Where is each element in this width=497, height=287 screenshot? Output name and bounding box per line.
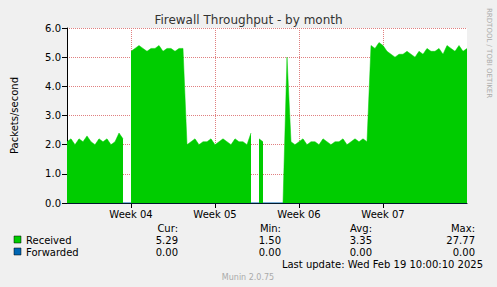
svg-text:Received: Received (26, 235, 72, 246)
svg-text:3.35: 3.35 (350, 235, 372, 246)
svg-text:0.00: 0.00 (259, 247, 281, 258)
svg-text:6.0: 6.0 (45, 23, 61, 34)
svg-text:Forwarded: Forwarded (26, 247, 79, 258)
svg-text:Week 04: Week 04 (109, 209, 152, 220)
svg-text:Packets/second: Packets/second (9, 77, 20, 154)
svg-text:0.0: 0.0 (45, 198, 61, 209)
svg-text:0.00: 0.00 (156, 247, 178, 258)
svg-text:2.0: 2.0 (45, 139, 61, 150)
svg-text:1.0: 1.0 (45, 168, 61, 179)
svg-text:0.00: 0.00 (350, 247, 372, 258)
svg-text:RRDTOOL / TOBI OETIKER: RRDTOOL / TOBI OETIKER (485, 8, 493, 98)
svg-text:0.00: 0.00 (453, 247, 475, 258)
svg-text:Cur:: Cur: (157, 223, 178, 234)
svg-text:Firewall Throughput - by month: Firewall Throughput - by month (154, 13, 342, 27)
svg-text:Avg:: Avg: (350, 223, 372, 234)
svg-text:Week 05: Week 05 (193, 209, 236, 220)
svg-text:5.0: 5.0 (45, 52, 61, 63)
svg-text:3.0: 3.0 (45, 110, 61, 121)
svg-text:27.77: 27.77 (446, 235, 475, 246)
svg-text:Last update: Wed Feb 19 10:00:: Last update: Wed Feb 19 10:00:10 2025 (282, 259, 483, 270)
svg-text:Munin 2.0.75: Munin 2.0.75 (222, 273, 274, 282)
svg-text:Week 07: Week 07 (361, 209, 404, 220)
svg-text:4.0: 4.0 (45, 81, 61, 92)
svg-text:Max:: Max: (451, 223, 475, 234)
svg-text:1.50: 1.50 (259, 235, 281, 246)
svg-text:5.29: 5.29 (156, 235, 178, 246)
svg-text:Week 06: Week 06 (277, 209, 320, 220)
svg-text:Min:: Min: (260, 223, 281, 234)
